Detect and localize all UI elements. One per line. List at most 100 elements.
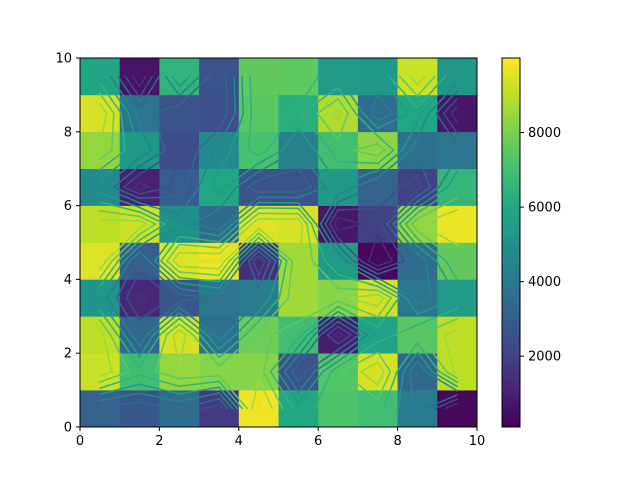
contour-segment [348,293,379,299]
heatmap-cell [357,58,398,96]
contour-segment [297,334,309,348]
contour-segment [172,252,180,262]
contour-segment [218,397,229,410]
heatmap-cell [397,168,438,206]
heatmap-cell [357,205,398,243]
contour-segment [257,75,300,96]
contour-segment [377,260,405,271]
contour-segment [123,245,141,262]
contour-segment [138,334,155,358]
contour-segment [213,334,220,342]
contour-segment [218,260,236,283]
contour-segment [382,370,398,410]
contour-segment [416,186,440,203]
contour-segment [341,351,379,373]
contour-segment [377,260,393,267]
x-tick-label: 10 [469,434,486,449]
contour-segment [152,112,166,151]
contour-segment [178,75,191,87]
contour-segment [241,75,245,115]
heatmap-cell [357,316,398,354]
contour-segment [427,82,458,115]
contour-segment [99,210,141,218]
contour-segment [218,223,260,261]
contour-segment [257,377,273,410]
contour-segment [146,306,180,336]
contour-segment [348,297,379,308]
y-tick-label: 4 [64,273,72,288]
contour-segment [252,260,260,277]
colorbar-tick-label: 8000 [528,126,561,141]
heatmap-cell [278,168,319,206]
contour-segment [329,149,339,163]
contour-segment [138,215,157,225]
contour-segment [269,337,300,373]
contour-segment [178,282,220,289]
contour-segment [152,104,180,115]
contour-segment [402,351,419,373]
contour-segment [154,227,180,262]
contour-segment [105,227,141,262]
contour-segment [434,398,458,410]
contour-segment [244,212,260,225]
contour-segment [398,223,419,248]
contour-segment [257,232,294,262]
contour-segment [138,251,150,262]
contour-segment [102,186,141,204]
contour-segment [218,186,238,211]
contour-segment [416,237,447,262]
contour-segment [257,297,272,312]
contour-segment [455,184,458,188]
heatmap-cell [437,131,478,169]
contour-segment [202,403,220,410]
contour-segment [178,271,220,276]
contour-segment [354,112,379,137]
contour-segment [251,217,260,225]
contour-segment [377,289,392,299]
contour-segment [178,259,220,262]
contour-segment [435,260,458,299]
contour-segment [324,201,339,225]
contour-segment [353,176,379,188]
contour-segment [218,380,244,410]
contour-segment [138,290,148,299]
contour-segment [191,223,220,231]
heatmap-cell [238,168,279,206]
contour-segment [206,334,220,350]
contour-segment [416,186,423,191]
contour-segment [337,217,364,225]
contour-segment [362,112,379,130]
contour-segment [124,75,141,98]
contour-segment [257,260,266,277]
contour-segment [297,334,322,365]
contour-segment [218,112,228,131]
contour-segment [178,75,211,106]
contour-segment [416,75,436,97]
contour-segment [377,149,404,172]
contour-segment [450,220,458,225]
contour-segment [377,285,400,299]
contour-segment [337,252,347,262]
contour-segment [409,75,419,86]
contour-segment [412,297,419,305]
contour-segment [330,366,339,373]
contour-segment [404,223,419,240]
heatmap-cell [397,279,438,317]
contour-segment [416,176,423,188]
contour-segment [218,334,227,342]
heatmap-cell [159,94,200,133]
contour-segment [305,348,339,373]
contour-segment [178,227,220,237]
contour-segment [138,223,157,235]
contour-segment [377,255,381,262]
contour-segment [218,392,234,410]
heatmap-cell [80,390,120,428]
contour-segment [337,334,368,357]
contour-segment [367,234,379,262]
contour-segment [377,334,396,343]
contour-segment [257,297,290,333]
contour-segment [99,192,141,209]
contour-segment [377,370,392,401]
contour-segment [178,323,194,336]
